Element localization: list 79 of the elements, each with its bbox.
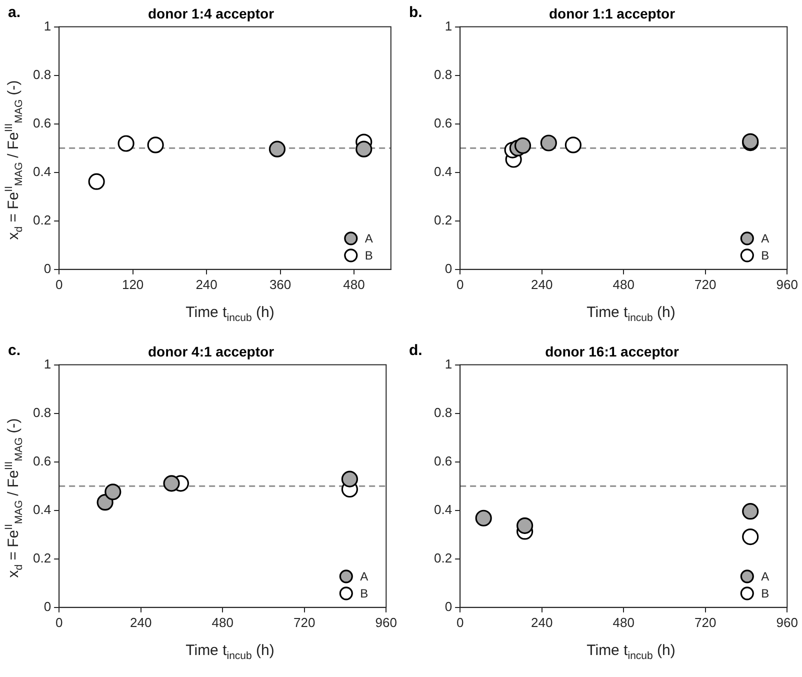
x-tick-label: 0 — [55, 614, 63, 630]
legend-label: A — [761, 570, 770, 584]
x-tick-label: 480 — [612, 276, 634, 292]
y-tick-label: 0.6 — [32, 115, 52, 130]
point — [564, 136, 582, 154]
y-tick-label: 0.8 — [434, 404, 452, 420]
point — [268, 140, 286, 158]
x-tick-label: 360 — [269, 276, 292, 292]
x-tick-label: 720 — [294, 614, 316, 630]
y-tick-label: 0.8 — [32, 404, 52, 420]
y-tick-label: 1 — [44, 356, 52, 372]
legend-label: B — [364, 248, 373, 263]
x-tick-label: 120 — [122, 276, 144, 292]
legend-label: A — [364, 232, 373, 246]
x-axis-title: Time t$_{incub}$ (h) — [184, 642, 276, 662]
x-tick-label: 480 — [612, 614, 634, 630]
y-tick-label: 0 — [444, 598, 452, 614]
y-tick-label: 1 — [444, 18, 452, 34]
y-tick-label: 1 — [444, 356, 452, 372]
chart-title: donor 16:1 acceptor — [545, 343, 680, 360]
point — [516, 517, 534, 534]
y-tick-label: 0.6 — [434, 453, 452, 468]
chart-title: donor 4:1 acceptor — [148, 343, 275, 360]
x-tick-label: 0 — [55, 276, 63, 292]
x-tick-label: 960 — [776, 276, 798, 292]
point — [742, 503, 759, 520]
y-tick-label: 0.2 — [434, 550, 452, 566]
y-tick-label: 0.4 — [32, 164, 52, 179]
point — [163, 475, 180, 492]
x-tick-label: 240 — [530, 614, 553, 630]
y-tick-label: 0.4 — [434, 502, 452, 517]
chart-title: donor 1:1 acceptor — [548, 5, 676, 22]
legend-label: B — [360, 586, 368, 601]
legend-label: B — [761, 248, 770, 263]
x-axis-title: Time t$_{incub}$ (h) — [586, 642, 676, 662]
point — [742, 528, 759, 546]
x-tick-label: 480 — [212, 614, 234, 630]
point — [356, 140, 372, 158]
y-tick-label: 0 — [44, 598, 52, 614]
text: c. — [8, 342, 21, 359]
y-tick-label: 0.8 — [32, 66, 52, 82]
y-tick-label: 0 — [44, 260, 52, 276]
x-tick-label: 720 — [694, 614, 716, 630]
text: a. — [8, 4, 21, 21]
point — [104, 484, 122, 500]
point — [147, 136, 164, 154]
y-tick-label: 0.4 — [434, 164, 452, 179]
x-tick-label: 240 — [130, 614, 152, 630]
y-tick-label: 0.2 — [32, 212, 52, 228]
y-tick-label: 0 — [444, 260, 452, 276]
x-tick-label: 960 — [776, 614, 798, 630]
text: b. — [409, 4, 422, 21]
x-axis-title: Time t$_{incub}$ (h) — [184, 304, 276, 324]
x-tick-label: 240 — [530, 276, 553, 292]
x-axis-title: Time t$_{incub}$ (h) — [586, 304, 676, 324]
y-tick-label: 0.4 — [32, 502, 52, 517]
point — [514, 137, 532, 154]
y-tick-label: 0.2 — [32, 550, 52, 566]
x-tick-label: 0 — [456, 276, 464, 292]
legend-label: B — [761, 586, 770, 601]
x-tick-label: 0 — [456, 614, 464, 630]
point — [341, 470, 358, 488]
x-tick-label: 480 — [343, 276, 365, 292]
y-tick-label: 0.6 — [32, 453, 52, 468]
y-tick-label: 0.8 — [434, 66, 452, 82]
x-tick-label: 960 — [375, 614, 398, 630]
y-tick-label: 1 — [44, 18, 52, 34]
y-tick-label: 0.6 — [434, 115, 452, 130]
y-tick-label: 0.2 — [434, 212, 452, 228]
point — [88, 173, 105, 190]
legend-label: A — [761, 232, 770, 246]
legend-label: A — [360, 570, 368, 584]
chart-title: donor 1:4 acceptor — [148, 5, 275, 22]
point — [475, 510, 492, 526]
text: d. — [409, 342, 422, 359]
x-tick-label: 720 — [694, 276, 716, 292]
point — [540, 134, 557, 152]
x-tick-label: 240 — [196, 276, 218, 292]
point — [118, 135, 134, 152]
